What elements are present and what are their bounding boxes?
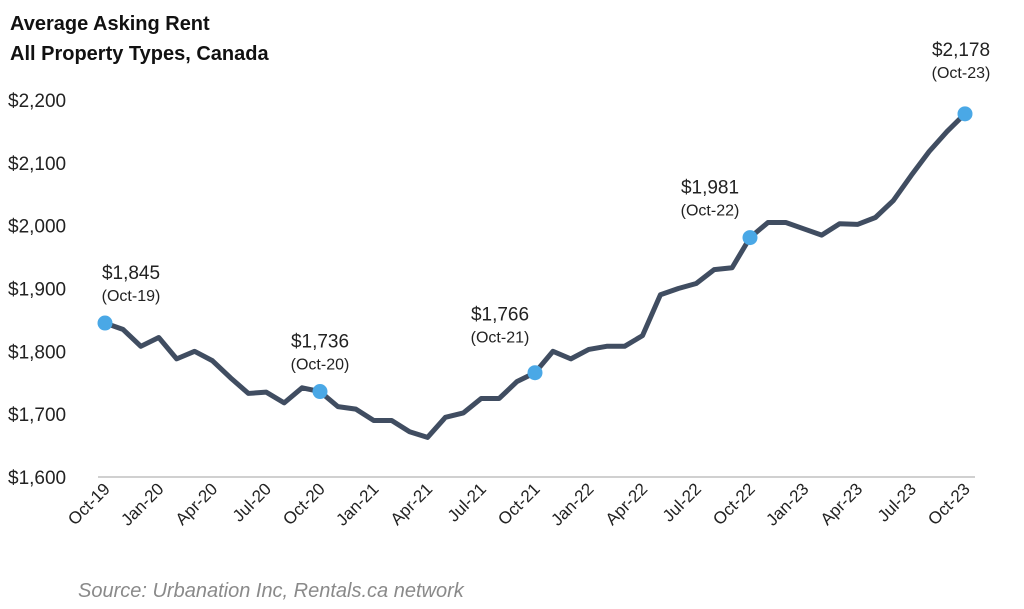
y-tick-label: $1,600 [8,468,66,489]
data-label-value: $2,178 [932,40,990,61]
x-tick-label: Jan-22 [547,479,597,529]
chart-title-line-2: All Property Types, Canada [10,43,269,65]
x-tick-label: Jul-22 [659,479,705,525]
x-tick-label: Oct-23 [924,479,974,529]
data-point-marker [742,230,758,246]
data-point-marker [957,106,973,122]
data-point-marker [312,384,328,400]
data-label-date: (Oct-21) [471,330,530,347]
y-tick-label: $2,000 [8,217,66,238]
x-tick-label: Jan-20 [117,479,167,529]
x-tick-label: Oct-22 [709,479,759,529]
data-label-value: $1,981 [681,178,739,199]
data-label-date: (Oct-20) [291,357,350,374]
y-tick-label: $2,100 [8,154,66,175]
y-tick-label: $1,700 [8,405,66,426]
x-tick-label: Jan-23 [762,479,812,529]
y-tick-label: $2,200 [8,91,66,112]
data-label-value: $1,845 [102,263,160,284]
series-line [102,111,968,440]
data-label-value: $1,736 [291,332,349,353]
x-tick-label: Apr-20 [172,479,222,529]
chart-title-line-1: Average Asking Rent [10,13,210,35]
data-point-marker [527,365,543,381]
y-tick-label: $1,800 [8,342,66,363]
data-label-date: (Oct-19) [102,288,161,305]
x-tick-label: Oct-19 [64,479,114,529]
x-tick-label: Oct-21 [494,479,544,529]
x-tick-label: Apr-22 [602,479,652,529]
data-label-date: (Oct-22) [681,203,740,220]
x-tick-label: Jul-23 [874,479,920,525]
source-note: Source: Urbanation Inc, Rentals.ca netwo… [78,580,465,602]
x-tick-label: Oct-20 [279,479,329,529]
x-tick-label: Jul-20 [229,479,275,525]
data-point-marker [97,315,113,331]
data-label-value: $1,766 [471,305,529,326]
data-label-date: (Oct-23) [932,65,991,82]
x-tick-label: Jan-21 [332,479,382,529]
y-tick-label: $1,900 [8,280,66,301]
x-tick-label: Apr-23 [817,479,867,529]
x-tick-label: Jul-21 [444,479,490,525]
x-tick-label: Apr-21 [387,479,437,529]
